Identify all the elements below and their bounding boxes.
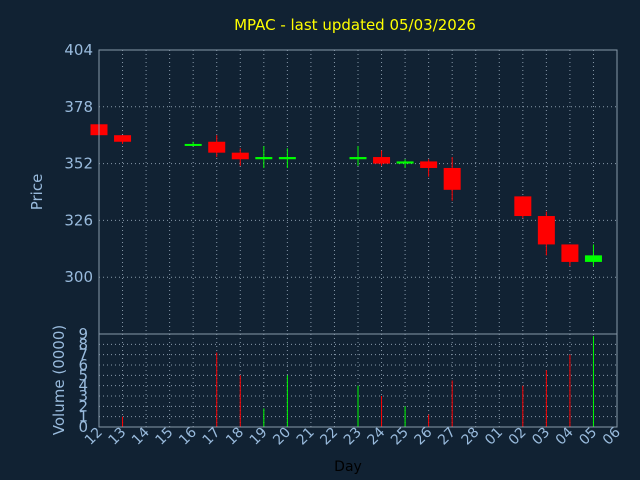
candle-body [537,216,555,245]
x-tick-label: 13 [105,425,129,449]
candle-body [231,152,249,160]
volume-tick-label: 2 [78,397,88,415]
volume-tick-label: 4 [78,377,88,395]
candle-body [373,157,391,164]
price-tick-label: 300 [64,268,93,286]
candle-body [349,157,367,160]
volume-tick-label: 6 [78,356,88,374]
x-tick-label: 20 [270,425,294,449]
x-tick-label: 19 [247,425,271,449]
x-tick-label: 28 [459,425,483,449]
x-tick-label: 03 [529,425,553,449]
x-axis-label: Day [334,459,362,475]
candle-body [278,157,296,160]
x-tick-label: 22 [317,425,341,449]
x-tick-label: 17 [200,425,224,449]
price-tick-label: 352 [64,155,93,173]
volume-tick-label: 0 [78,418,88,436]
chart-title: MPAC - last updated 05/03/2026 [234,16,476,34]
x-tick-label: 16 [176,424,200,448]
candle-body [184,143,202,146]
x-tick-label: 18 [223,425,247,449]
x-tick-label: 15 [153,425,177,449]
x-tick-label: 26 [412,424,436,448]
volume-tick-label: 1 [78,408,88,426]
volume-tick-label: 3 [78,387,88,405]
x-tick-label: 14 [129,424,153,448]
price-panel-frame [98,49,618,335]
x-tick-label: 24 [364,424,388,448]
volume-tick-label: 7 [78,346,88,364]
price-axis-label: Price [28,174,46,211]
candle-body [420,161,438,168]
price-tick-label: 326 [64,211,93,229]
x-tick-label: 27 [435,425,459,449]
volume-axis-label: Volume (0000) [50,325,68,435]
price-tick-label: 378 [64,98,93,116]
x-tick-label: 06 [600,424,624,448]
volume-panel-frame [98,333,618,428]
x-tick-label: 05 [576,425,600,449]
x-tick-label: 23 [341,425,365,449]
volume-tick-label: 9 [78,325,88,343]
x-tick-label: 04 [553,424,577,448]
volume-tick-label: 5 [78,366,88,384]
candle-body [208,141,226,153]
candle-body [514,196,532,217]
candle-body [114,135,132,142]
x-tick-label: 25 [388,425,412,449]
x-tick-label: 02 [506,425,530,449]
candle-body [255,157,273,160]
candle-body [396,161,414,164]
candle-body [561,244,579,262]
candle-body [584,255,602,262]
volume-tick-label: 8 [78,335,88,353]
x-tick-label: 21 [294,425,318,449]
candle-body [443,167,461,190]
x-tick-label: 01 [482,425,506,449]
price-tick-label: 404 [64,41,93,59]
